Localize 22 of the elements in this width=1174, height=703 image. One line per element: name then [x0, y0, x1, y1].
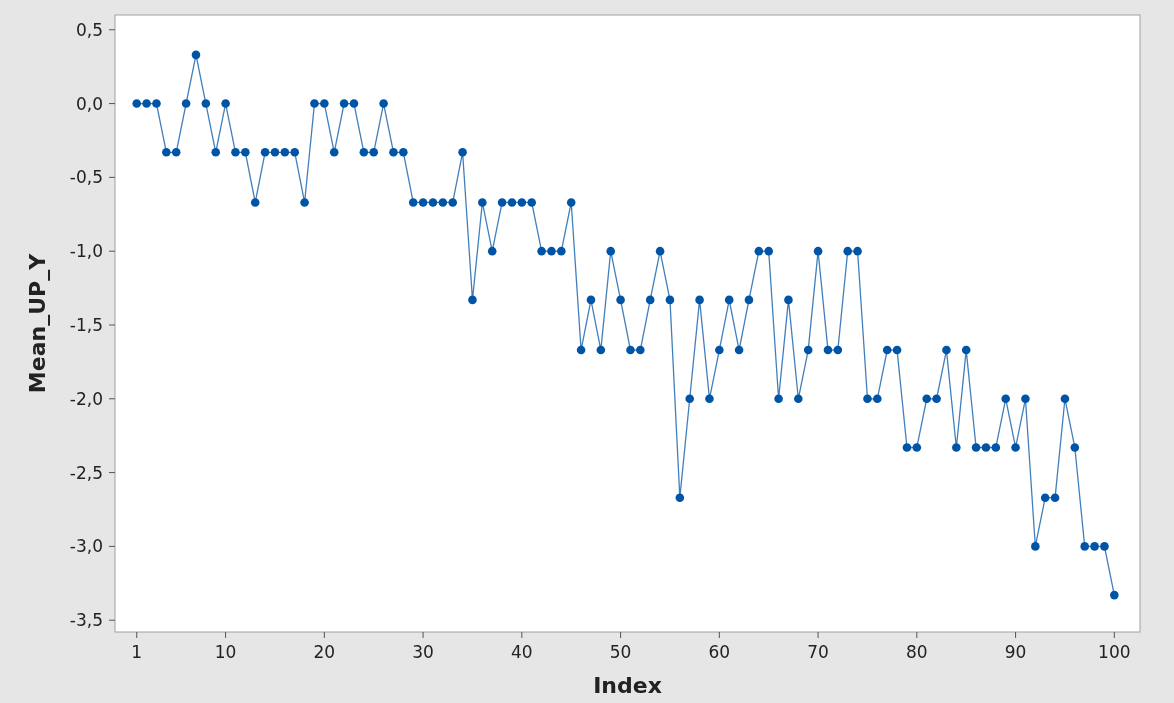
x-axis-title: Index: [593, 673, 662, 698]
x-tick-label: 30: [412, 642, 434, 662]
x-tick-label: 10: [214, 642, 237, 662]
x-tick-label: 60: [708, 642, 731, 662]
y-tick-label: -3,0: [69, 536, 103, 557]
y-tick-label: 0,0: [75, 93, 103, 114]
y-tick-label: -1,0: [69, 241, 103, 262]
x-tick-label: 90: [1004, 642, 1027, 662]
x-tick-label: 100: [1098, 642, 1131, 662]
x-tick-label: 40: [511, 642, 533, 662]
y-tick-label: -2,0: [69, 388, 103, 409]
x-tick-label: 70: [807, 642, 829, 662]
y-axis-title: Mean_UP_Y: [25, 252, 50, 394]
y-tick-label: -1,5: [69, 314, 103, 335]
y-tick-label: 0,5: [75, 19, 103, 40]
x-tick-label: 50: [609, 642, 632, 662]
x-tick-label: 20: [313, 642, 336, 662]
x-tick-label: 1: [131, 642, 143, 662]
y-tick-label: -3,5: [69, 610, 103, 631]
y-tick-label: -0,5: [69, 167, 103, 188]
y-tick-label: -2,5: [69, 462, 103, 483]
x-tick-label: 80: [906, 642, 928, 662]
